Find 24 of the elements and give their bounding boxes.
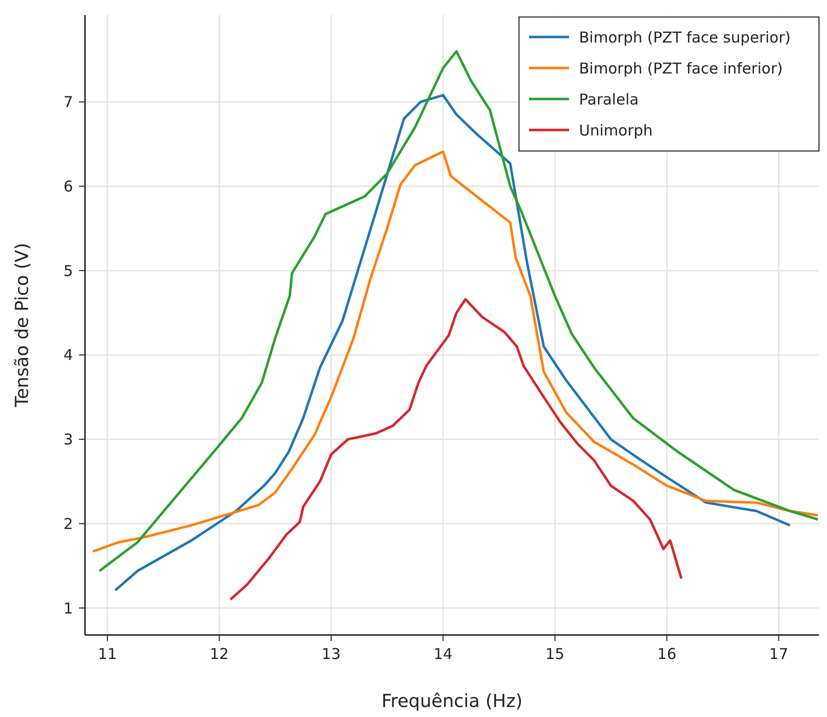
x-tick-label: 11 [98, 645, 117, 663]
y-tick-label: 1 [63, 599, 73, 618]
x-tick-label: 17 [769, 645, 788, 663]
line-series [229, 298, 683, 601]
line-series [92, 150, 820, 553]
y-tick-label: 7 [63, 93, 73, 112]
x-tick-label: 14 [434, 645, 453, 663]
x-tick-label: 12 [210, 645, 229, 663]
x-axis-title: Frequência (Hz) [381, 691, 523, 712]
line-series [98, 50, 820, 572]
line-series [114, 94, 792, 592]
y-tick-label: 4 [63, 346, 73, 364]
x-tick-label: 16 [657, 645, 676, 663]
x-tick-label: 13 [322, 645, 341, 663]
y-tick-label: 2 [63, 514, 73, 533]
legend-label: Paralela [579, 90, 639, 108]
y-tick-label: 5 [63, 262, 73, 280]
y-tick-label: 3 [63, 430, 73, 449]
legend-label: Bimorph (PZT face inferior) [579, 59, 783, 78]
x-tick-label: 15 [545, 645, 564, 663]
y-tick-label: 6 [63, 177, 73, 196]
legend-label: Unimorph [579, 121, 653, 140]
legend-label: Bimorph (PZT face superior) [579, 28, 791, 46]
y-axis-title: Tensão de Pico (V) [12, 242, 33, 408]
